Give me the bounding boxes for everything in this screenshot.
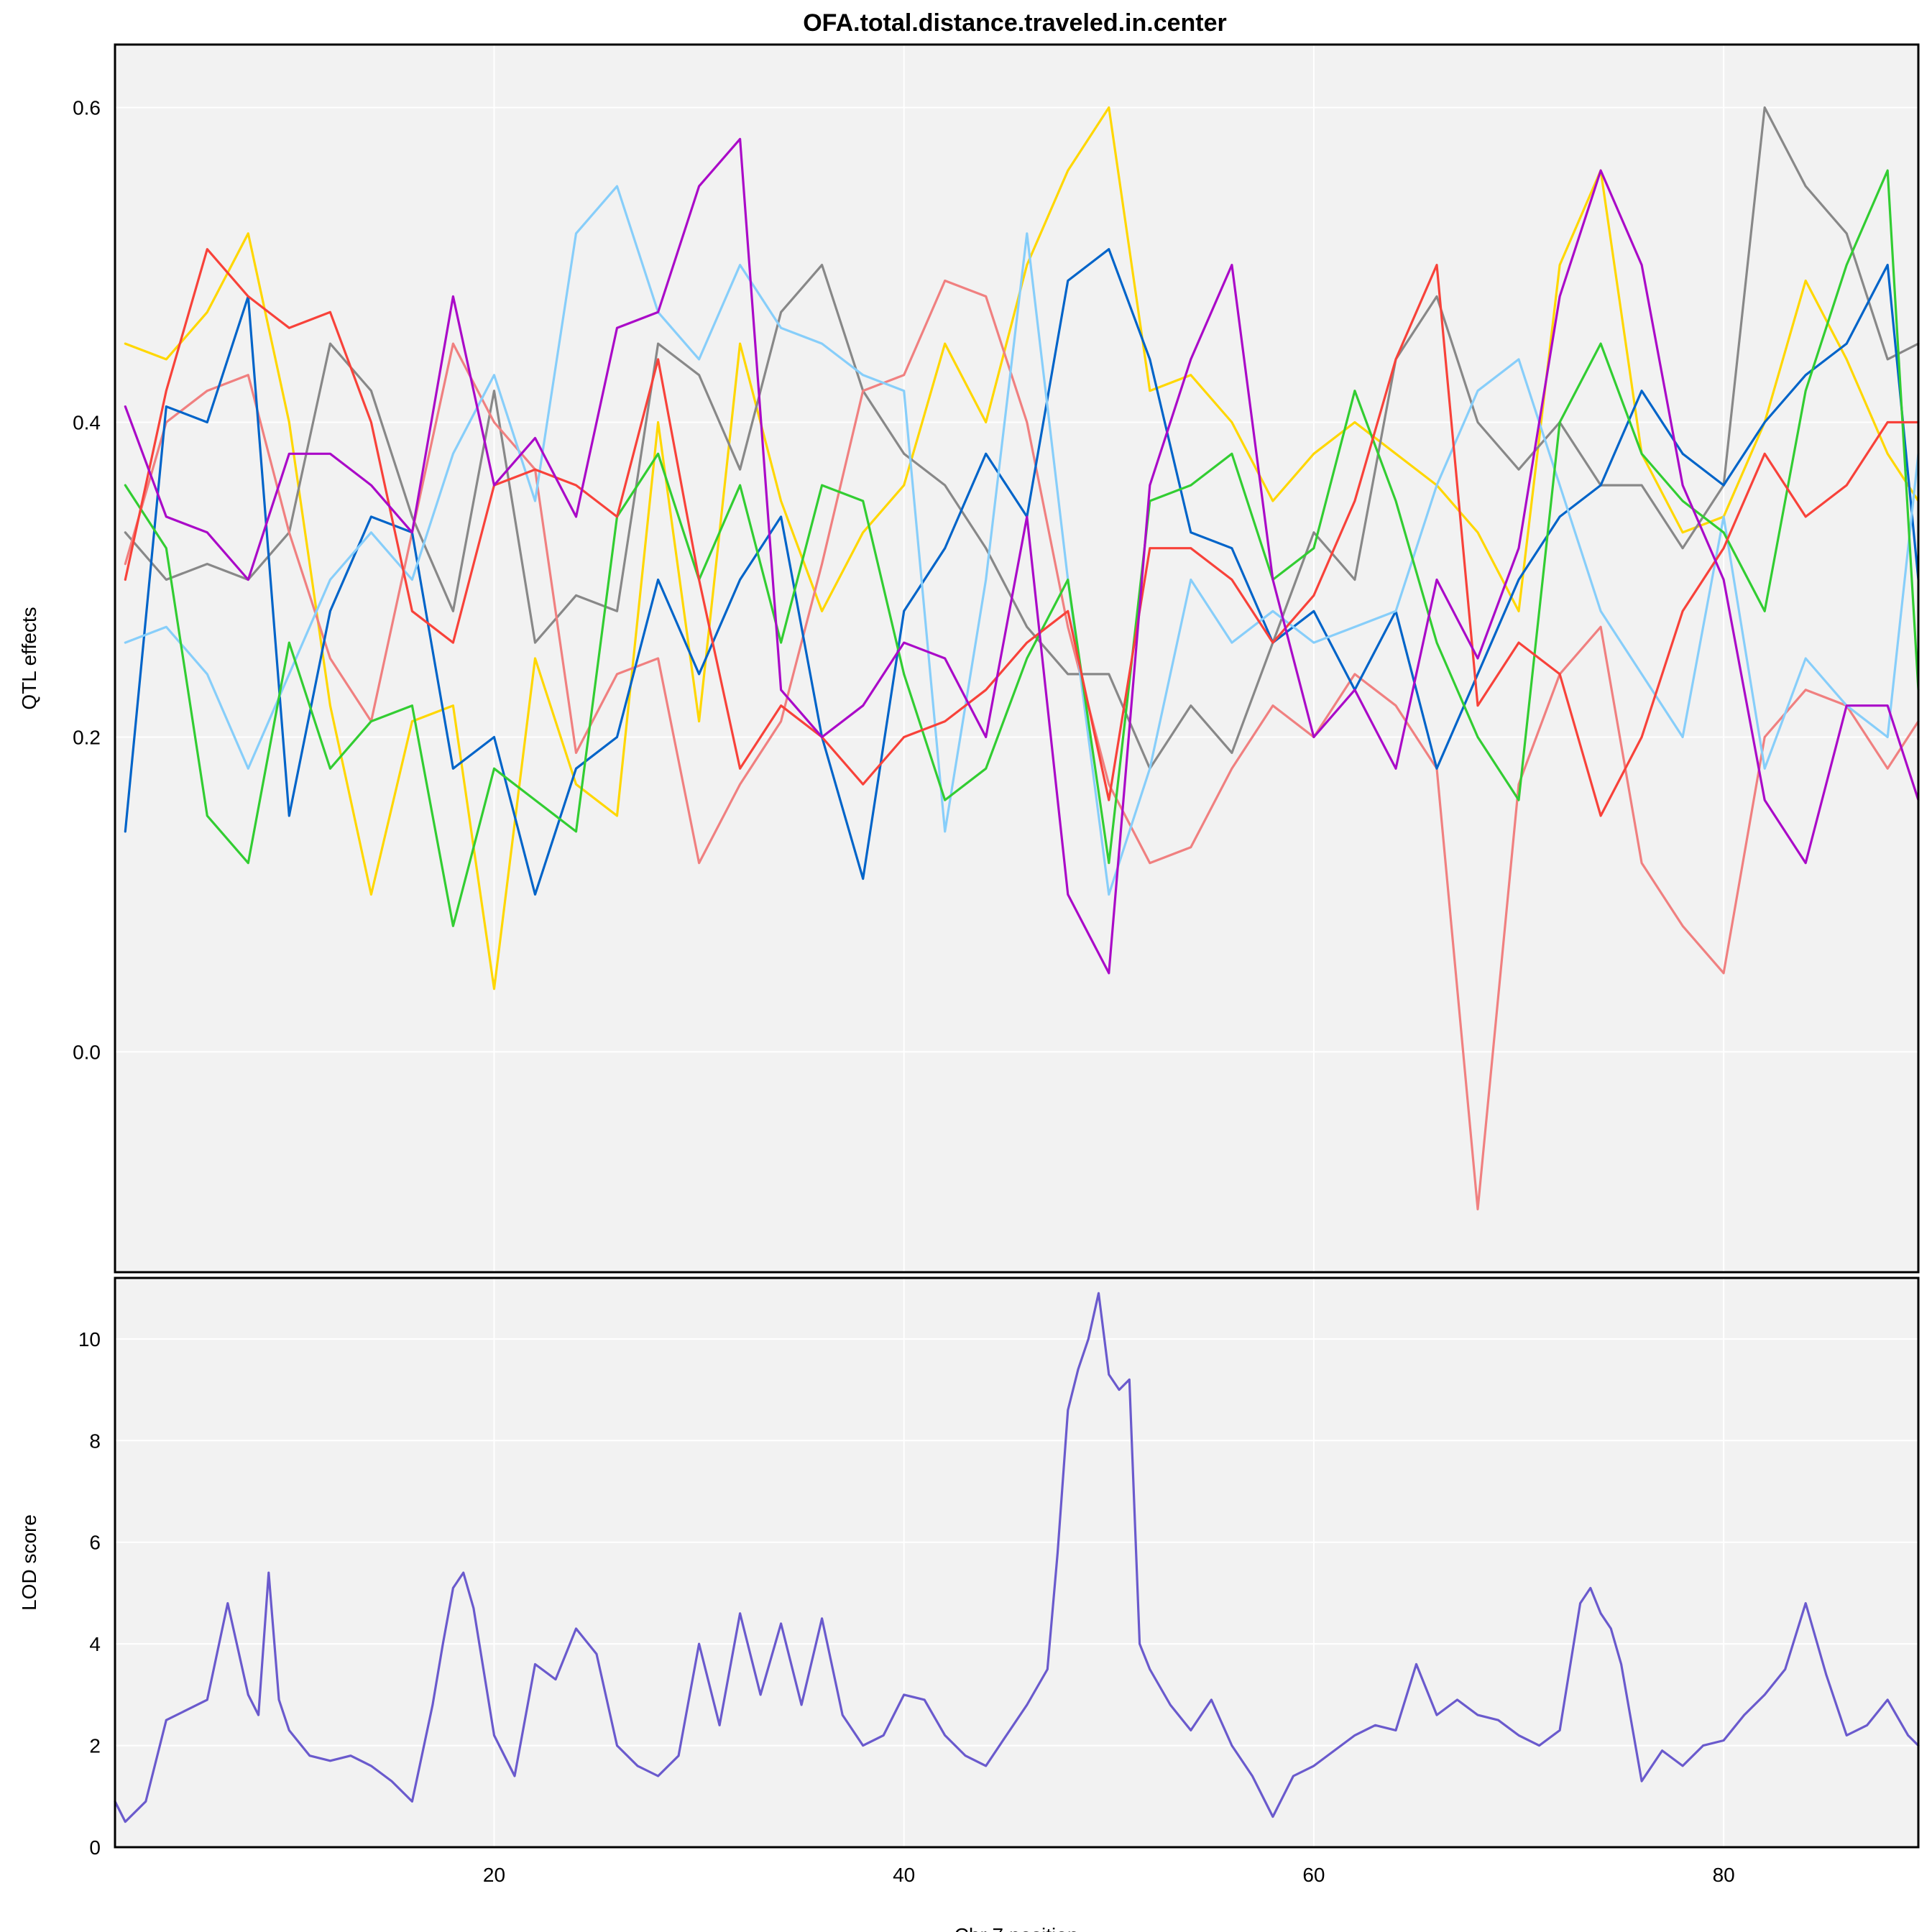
series-line-3 <box>124 279 1920 1211</box>
effects-series-group <box>124 106 1920 1211</box>
lod-panel: 0 2 4 6 8 10 20 40 60 80 LOD score Chr 7 positio… <box>18 1276 1920 1932</box>
lod-plot-border <box>114 1276 1920 1849</box>
x-tick-label: 80 <box>1713 1864 1735 1886</box>
lod-y-tick-labels: 0 2 4 6 8 10 <box>78 1328 101 1859</box>
series-line-8 <box>124 137 1920 975</box>
effects-gridlines <box>115 45 1918 1272</box>
x-tick-label: 20 <box>483 1864 505 1886</box>
y-tick-label: 4 <box>89 1633 101 1655</box>
lod-x-tick-labels: 20 40 60 80 <box>483 1864 1735 1886</box>
y-tick-label: 10 <box>78 1328 101 1351</box>
effects-y-tick-labels: 0.0 0.2 0.4 0.6 <box>73 97 101 1064</box>
chart-title: OFA.total.distance.traveled.in.center <box>803 9 1227 37</box>
x-axis-label: Chr 7 position <box>954 1924 1079 1932</box>
lod-series-group <box>114 1292 1920 1823</box>
y-tick-label: 0.0 <box>73 1041 101 1063</box>
y-tick-label: 8 <box>89 1430 101 1452</box>
series-line-5 <box>124 185 1920 896</box>
effects-y-axis-label: QTL effects <box>18 607 40 709</box>
series-line-11 <box>114 1292 1920 1823</box>
y-tick-label: 0.6 <box>73 97 101 119</box>
x-tick-label: 60 <box>1302 1864 1325 1886</box>
series-line-6 <box>124 169 1920 927</box>
y-tick-label: 0.4 <box>73 412 101 434</box>
y-tick-label: 0.2 <box>73 726 101 748</box>
effects-plot-border <box>114 43 1920 1274</box>
effects-panel: 0.0 0.2 0.4 0.6 QTL effects <box>18 43 1920 1274</box>
y-tick-label: 6 <box>89 1532 101 1554</box>
series-line-7 <box>124 248 1920 817</box>
lod-y-axis-label: LOD score <box>18 1514 40 1611</box>
y-tick-label: 2 <box>89 1735 101 1757</box>
series-line-1 <box>124 106 1920 990</box>
series-line-2 <box>124 106 1920 770</box>
lod-plot-background <box>115 1278 1918 1847</box>
effects-plot-background <box>115 45 1918 1272</box>
x-tick-label: 40 <box>893 1864 915 1886</box>
y-tick-label: 0 <box>89 1836 101 1859</box>
